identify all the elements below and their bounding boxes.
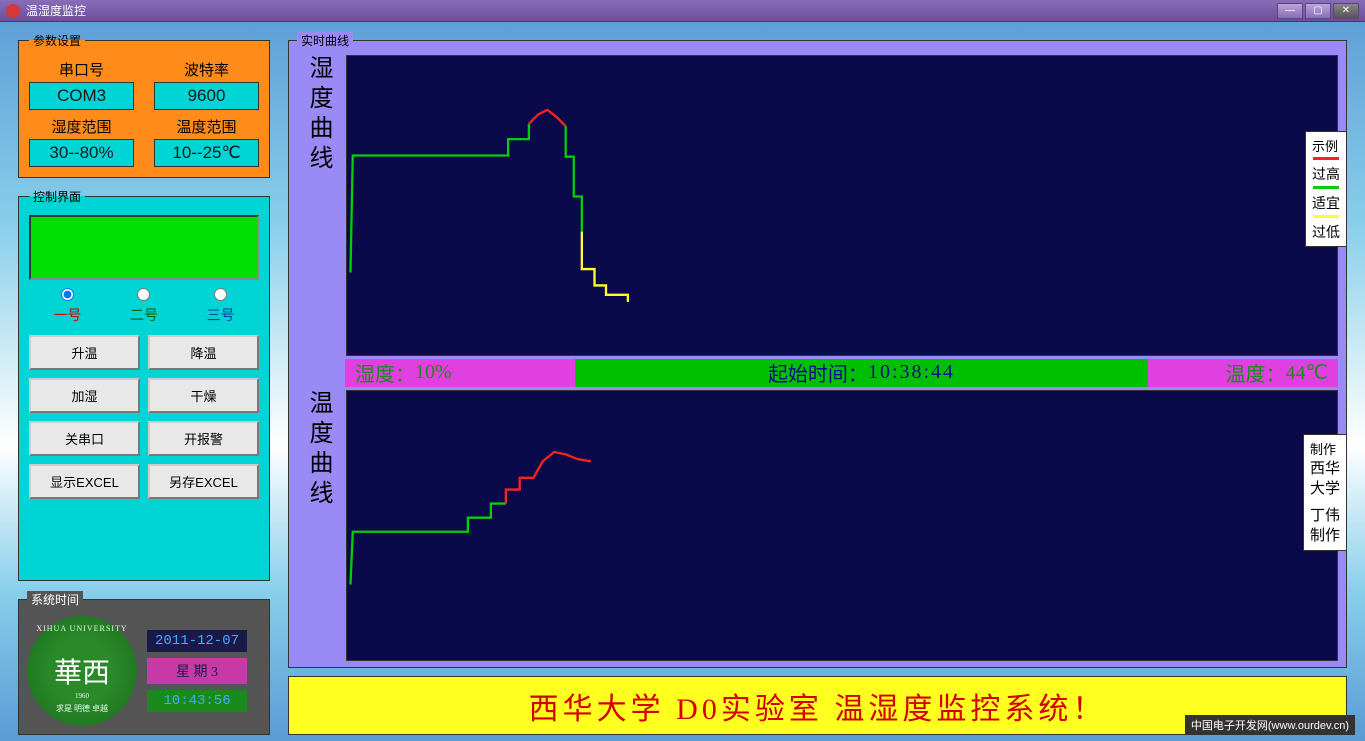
chart-midbar: 湿度： 10% 起始时间： 10:38:44 温度： 44℃ [345,359,1338,387]
params-panel: 参数设置 串口号 COM3 波特率 9600 湿度范围 30--80% 温度范围… [18,32,270,178]
logo-motto: 求是 明德 卓越 [56,703,108,714]
app-icon [6,4,20,18]
close-button[interactable]: ✕ [1333,3,1359,19]
save-excel-button[interactable]: 另存EXCEL [148,464,259,499]
window-title: 温湿度监控 [26,2,86,19]
date-display: 2011-12-07 [147,630,247,652]
systime-panel: 系统时间 XIHUA UNIVERSITY 華西 1960 求是 明德 卓越 2… [18,591,270,735]
legend-line-ok [1313,186,1339,189]
temp-label: 温度： [1226,358,1286,387]
credits-line3: 丁伟 [1310,507,1340,527]
logo-year: 1960 [75,692,89,700]
baud-value[interactable]: 9600 [154,82,259,110]
hum-range-value[interactable]: 30--80% [29,139,134,167]
chart-legend-box: 示例 过高 适宜 过低 [1305,131,1347,247]
legend-title: 示例 [1312,136,1340,155]
university-logo: XIHUA UNIVERSITY 華西 1960 求是 明德 卓越 [27,616,137,726]
baud-label: 波特率 [154,59,259,80]
humidity-chart [346,55,1338,356]
midbar-time: 起始时间： 10:38:44 [575,359,1148,387]
chart-frame-legend: 实时曲线 [297,32,353,49]
heat-button[interactable]: 升温 [29,335,140,370]
channel-3-label: 三号 [207,305,235,325]
weekday-display: 星 期 3 [147,658,247,684]
temp-range-value[interactable]: 10--25℃ [154,139,259,167]
minimize-button[interactable]: — [1277,3,1303,19]
channel-3-radio[interactable] [214,288,227,301]
hum-value: 10% [415,361,452,384]
hum-label: 湿度： [355,358,415,387]
midbar-humidity: 湿度： 10% [345,359,575,387]
control-legend: 控制界面 [29,188,85,205]
starttime-label: 起始时间： [768,358,868,387]
hum-range-label: 湿度范围 [29,116,134,137]
serial-value[interactable]: COM3 [29,82,134,110]
temp-range-label: 温度范围 [154,116,259,137]
legend-low-label: 过低 [1312,222,1340,242]
titlebar: 温湿度监控 — ▢ ✕ [0,0,1365,22]
credits-box: 制作 西华 大学 丁伟 制作 [1303,434,1347,551]
credits-line4: 制作 [1310,527,1340,547]
legend-ok-label: 适宜 [1312,193,1340,213]
close-serial-button[interactable]: 关串口 [29,421,140,456]
legend-high-label: 过高 [1312,164,1340,184]
channel-2-radio[interactable] [137,288,150,301]
logo-uni-en: XIHUA UNIVERSITY [36,624,127,633]
maximize-button[interactable]: ▢ [1305,3,1331,19]
dry-button[interactable]: 干燥 [148,378,259,413]
cool-button[interactable]: 降温 [148,335,259,370]
credits-line1: 西华 [1310,460,1340,480]
credits-line2: 大学 [1310,480,1340,500]
show-excel-button[interactable]: 显示EXCEL [29,464,140,499]
temp-value: 44℃ [1286,360,1328,385]
starttime-value: 10:38:44 [868,361,955,384]
humidify-button[interactable]: 加湿 [29,378,140,413]
alarm-button[interactable]: 开报警 [148,421,259,456]
params-legend: 参数设置 [29,32,85,49]
logo-uni-zh: 華西 [54,651,110,691]
legend-line-low [1313,215,1339,218]
chart-frame: 实时曲线 示例 过高 适宜 过低 制作 西华 大学 丁伟 制作 湿度曲线 [288,32,1347,668]
legend-line-high [1313,157,1339,160]
midbar-temp: 温度： 44℃ [1148,359,1338,387]
channel-1-label: 一号 [53,305,81,325]
hum-chart-ylabel: 湿度曲线 [297,55,340,356]
channel-1-radio[interactable] [61,288,74,301]
serial-label: 串口号 [29,59,134,80]
temp-chart-ylabel: 温度曲线 [297,390,340,662]
lcd-display [29,215,259,280]
credits-title: 制作 [1310,439,1340,458]
clock-display: 10:43:56 [147,690,247,712]
watermark: 中国电子开发网(www.ourdev.cn) [1185,715,1355,735]
systime-legend: 系统时间 [27,591,83,608]
temperature-chart [346,390,1338,662]
control-panel: 控制界面 一号 二号 三号 升温 降温 加湿 干燥 关串口 开报警 显示EXCE… [18,188,270,581]
channel-2-label: 二号 [130,305,158,325]
